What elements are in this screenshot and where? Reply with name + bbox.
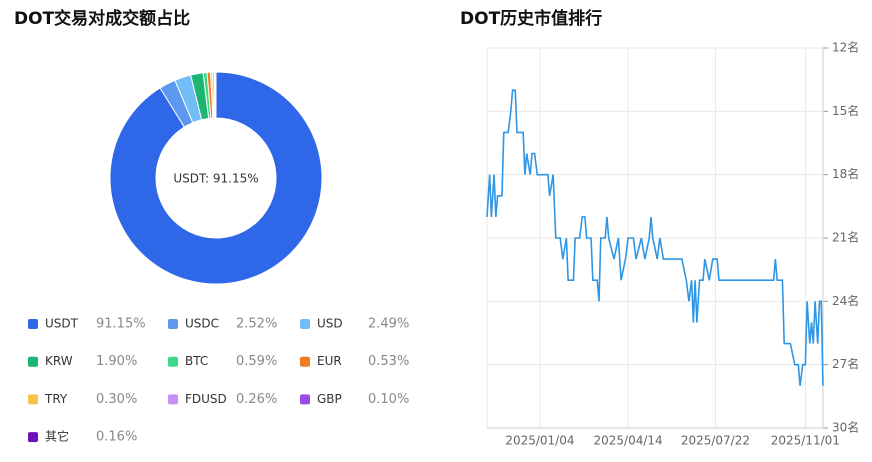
- x-tick-label: 2025/07/22: [681, 434, 750, 448]
- legend-swatch: [300, 394, 310, 405]
- legend-swatch: [28, 432, 38, 443]
- legend-swatch: [168, 356, 178, 367]
- legend-swatch: [168, 319, 178, 329]
- y-tick-label: 27名: [832, 356, 859, 371]
- center-label: USDT: 91.15%: [173, 172, 258, 186]
- donut-title: DOT交易对成交额占比: [14, 8, 190, 29]
- legend-value: 0.53%: [368, 354, 409, 369]
- legend-label: USDT: [45, 317, 79, 331]
- legend-value: 0.16%: [96, 430, 137, 445]
- legend-swatch: [28, 394, 38, 405]
- y-tick-label: 18名: [832, 166, 859, 181]
- x-tick-label: 2025/11/01: [771, 434, 840, 448]
- legend-value: 91.15%: [96, 317, 146, 332]
- x-tick-label: 2025/01/04: [505, 434, 574, 448]
- legend-swatch: [168, 394, 178, 405]
- y-tick-label: 21名: [832, 230, 859, 245]
- legend-value: 0.30%: [96, 392, 137, 407]
- y-tick-label: 24名: [832, 293, 859, 308]
- y-tick-label: 15名: [832, 103, 859, 118]
- legend-label: TRY: [44, 392, 68, 406]
- legend-label: 其它: [45, 429, 69, 444]
- legend-value: 2.49%: [368, 317, 409, 332]
- legend-label: EUR: [317, 354, 342, 368]
- legend-label: USDC: [185, 317, 219, 331]
- line: [486, 89, 824, 386]
- legend-swatch: [300, 319, 310, 329]
- legend-value: 0.10%: [368, 392, 409, 407]
- legend-value: 0.26%: [236, 392, 277, 407]
- y-tick-label: 12名: [832, 40, 859, 55]
- donut-slice: [214, 71, 217, 119]
- donut-slice: [109, 71, 323, 285]
- legend-swatch: [28, 319, 38, 329]
- legend-label: BTC: [185, 354, 208, 368]
- legend-label: GBP: [317, 392, 342, 406]
- y-tick-label: 30名: [832, 420, 859, 435]
- legend-value: 1.90%: [96, 354, 137, 369]
- legend-swatch: [300, 356, 310, 367]
- legend-label: FDUSD: [185, 392, 227, 406]
- legend-label: KRW: [45, 354, 73, 368]
- legend-value: 0.59%: [236, 354, 277, 369]
- legend-value: 2.52%: [236, 317, 277, 332]
- legend-label: USD: [317, 317, 343, 331]
- x-tick-label: 2025/04/14: [594, 434, 663, 448]
- legend-swatch: [28, 356, 38, 367]
- line-title: DOT历史市值排行: [460, 8, 602, 29]
